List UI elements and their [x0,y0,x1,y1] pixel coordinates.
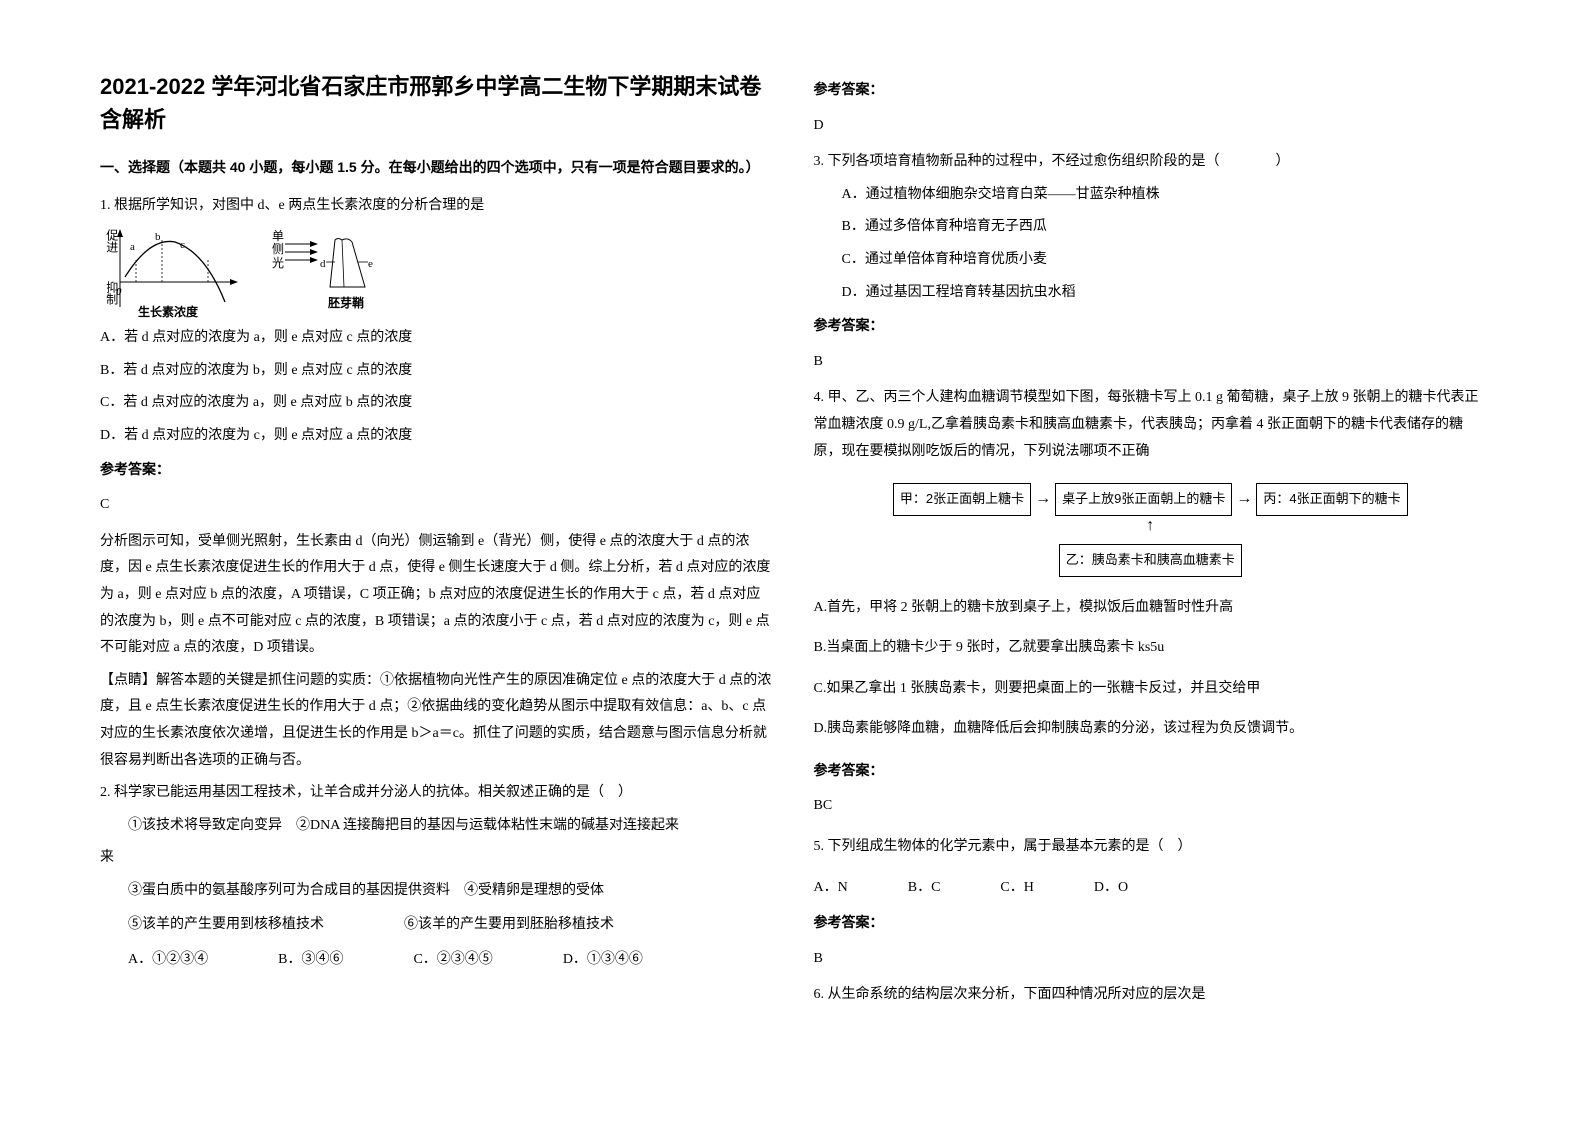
q4-stem: 4. 甲、乙、丙三个人建构血糖调节模型如下图，每张糖卡写上 0.1 g 葡萄糖，… [814,385,1488,465]
doc-title: 2021-2022 学年河北省石家庄市邢郭乡中学高二生物下学期期末试卷含解析 [100,70,774,136]
q1-stem: 1. 根据所学知识，对图中 d、e 两点生长素浓度的分析合理的是 [100,193,774,220]
q5-ans: B [814,946,1488,973]
q5-optC: C．H [1000,875,1033,902]
section-heading: 一、选择题（本题共 40 小题，每小题 1.5 分。在每小题给出的四个选项中，只… [100,154,774,181]
fig2-label: 胚芽鞘 [328,292,364,315]
q3-optB: B．通过多倍体育种培育无子西瓜 [842,214,1488,241]
fig1-ylabel-top: 促进 [100,229,123,253]
q1-figures: 促进 抑制 a b c 0 生长素浓度 [100,227,774,317]
flow-box-jia: 甲：2张正面朝上糖卡 [893,483,1031,516]
q3-ans: B [814,349,1488,376]
fig2-light: 单侧光 [272,230,286,270]
q5-optB: B．C [908,875,941,902]
q1-optC: C．若 d 点对应的浓度为 a，则 e 点对应 b 点的浓度 [100,390,774,417]
fig1-a: a [130,237,135,258]
q1-optB: B．若 d 点对应的浓度为 b，则 e 点对应 c 点的浓度 [100,358,774,385]
q4-ans: BC [814,793,1488,820]
q2-line1: ①该技术将导致定向变异 ②DNA 连接酶把目的基因与运载体粘性末端的碱基对连接起… [100,813,774,840]
q4-optC: C.如果乙拿出 1 张胰岛素卡，则要把桌面上的一张糖卡反过，并且交给甲 [814,676,1488,703]
q2-stem: 2. 科学家已能运用基因工程技术，让羊合成并分泌人的抗体。相关叙述正确的是（ ） [100,780,774,807]
q3-optA: A．通过植物体细胞杂交培育白菜——甘蓝杂种植株 [842,182,1488,209]
fig1-b: b [155,227,161,248]
q1-figure-curve: 促进 抑制 a b c 0 生长素浓度 [100,227,240,317]
q1-optA: A．若 d 点对应的浓度为 a，则 e 点对应 c 点的浓度 [100,325,774,352]
q2-line2: ③蛋白质中的氨基酸序列可为合成目的基因提供资料 ④受精卵是理想的受体 [100,878,774,905]
q4-ans-label: 参考答案： [814,757,1488,784]
arrow-up-icon: ↑ [1146,518,1154,534]
q2-ans-label: 参考答案： [814,76,1488,103]
q4-optD: D.胰岛素能够降血糖，血糖降低后会抑制胰岛素的分泌，该过程为负反馈调节。 [814,716,1488,743]
q3-ans-label: 参考答案： [814,312,1488,339]
q1-ans: C [100,492,774,519]
q5-options: A．N B．C C．H D．O [814,875,1488,902]
q4-optB: B.当桌面上的糖卡少于 9 张时，乙就要拿出胰岛素卡 ks5u [814,635,1488,662]
q4-optA: A.首先，甲将 2 张朝上的糖卡放到桌子上，模拟饭后血糖暂时性升高 [814,595,1488,622]
left-column: 2021-2022 学年河北省石家庄市邢郭乡中学高二生物下学期期末试卷含解析 一… [100,70,774,1015]
q1-ans-label: 参考答案： [100,456,774,483]
page: 2021-2022 学年河北省石家庄市邢郭乡中学高二生物下学期期末试卷含解析 一… [0,0,1587,1055]
fig2-e: e [368,254,373,275]
q3-stem: 3. 下列各项培育植物新品种的过程中，不经过愈伤组织阶段的是（ ） [814,149,1488,176]
right-column: 参考答案： D 3. 下列各项培育植物新品种的过程中，不经过愈伤组织阶段的是（ … [814,70,1488,1015]
q5-ans-label: 参考答案： [814,909,1488,936]
q3-optD: D．通过基因工程培育转基因抗虫水稻 [842,280,1488,307]
q5-optA: A．N [814,875,848,902]
q2-optA: A．①②③④ [128,947,208,974]
arrow-right-icon: → [1035,491,1051,507]
q2-optB: B．③④⑥ [278,947,343,974]
q2-options: A．①②③④ B．③④⑥ C．②③④⑤ D．①③④⑥ [128,947,774,974]
flow-box-yi: 乙：胰岛素卡和胰高血糖素卡 [1059,544,1242,577]
q2-optC: C．②③④⑤ [413,947,492,974]
q1-explain1: 分析图示可知，受单侧光照射，生长素由 d（向光）侧运输到 e（背光）侧，使得 e… [100,529,774,662]
arrow-right-icon: → [1236,491,1252,507]
q4-flowchart: 甲：2张正面朝上糖卡 → 桌子上放9张正面朝上的糖卡 → 丙：4张正面朝下的糖卡… [870,483,1430,576]
q5-stem: 5. 下列组成生物体的化学元素中，属于最基本元素的是（ ） [814,834,1488,861]
q1-optD: D．若 d 点对应的浓度为 c，则 e 点对应 a 点的浓度 [100,423,774,450]
flow-box-table: 桌子上放9张正面朝上的糖卡 [1055,483,1232,516]
fig1-xlabel: 生长素浓度 [138,301,198,324]
q2-line3a: ⑤该羊的产生要用到核移植技术 [128,912,324,939]
q2-optD: D．①③④⑥ [563,947,643,974]
q2-line3b: ⑥该羊的产生要用到胚胎移植技术 [404,912,614,939]
fig2-d: d [320,254,326,275]
q2-ans: D [814,113,1488,140]
flow-box-bing: 丙：4张正面朝下的糖卡 [1256,483,1407,516]
q5-optD: D．O [1094,875,1128,902]
q3-optC: C．通过单倍体育种培育优质小麦 [842,247,1488,274]
q6-stem: 6. 从生命系统的结构层次来分析，下面四种情况所对应的层次是 [814,982,1488,1009]
q1-explain2: 【点睛】解答本题的关键是抓住问题的实质：①依据植物向光性产生的原因准确定位 e … [100,668,774,774]
fig1-c: c [180,235,185,256]
q1-figure-coleoptile: 单侧光 d e 胚芽鞘 [280,232,400,312]
